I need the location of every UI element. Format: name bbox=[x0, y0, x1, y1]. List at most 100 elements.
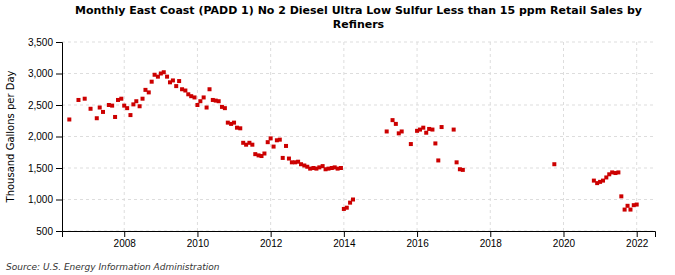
grid-line bbox=[62, 168, 655, 169]
tick: 500 bbox=[36, 226, 62, 237]
tick-mark bbox=[56, 105, 62, 106]
point bbox=[440, 125, 444, 129]
point bbox=[138, 104, 142, 108]
tick: 1,500 bbox=[28, 163, 62, 174]
point bbox=[238, 126, 242, 130]
axis-line bbox=[63, 232, 656, 238]
point bbox=[162, 70, 166, 74]
point bbox=[141, 97, 145, 101]
point bbox=[430, 128, 434, 132]
tick-label: 2012 bbox=[260, 238, 283, 249]
point bbox=[455, 160, 459, 164]
tick-mark bbox=[124, 231, 125, 237]
tick-label: 2008 bbox=[114, 238, 137, 249]
points bbox=[67, 70, 638, 211]
chart: 200820102012201420162018202020225001,000… bbox=[0, 0, 675, 275]
point bbox=[76, 98, 80, 102]
y-axis: 500 1,000 1,500 2,000 2,500 3,000 3,500 bbox=[28, 37, 63, 237]
tick-label: 2,500 bbox=[28, 100, 53, 111]
point bbox=[250, 143, 254, 147]
tick-label: 3,000 bbox=[28, 68, 53, 79]
point bbox=[461, 168, 465, 172]
point bbox=[217, 99, 221, 103]
point bbox=[623, 208, 627, 212]
point bbox=[452, 128, 456, 132]
point bbox=[269, 136, 273, 140]
tick: 2014 bbox=[333, 231, 356, 249]
point bbox=[202, 95, 206, 99]
point bbox=[205, 106, 209, 110]
point bbox=[174, 84, 178, 88]
tick-mark bbox=[417, 231, 418, 237]
y-axis-title: Thousand Gallons per Day bbox=[5, 70, 16, 203]
point bbox=[400, 129, 404, 133]
tick-label: 2014 bbox=[333, 238, 356, 249]
point bbox=[421, 126, 425, 130]
tick: 3,000 bbox=[28, 68, 62, 79]
source-annotation: Source: U.S. Energy Information Administ… bbox=[6, 262, 220, 272]
point bbox=[128, 113, 132, 117]
point bbox=[193, 95, 197, 99]
tick: 2,500 bbox=[28, 100, 62, 111]
axis-line bbox=[56, 43, 63, 232]
tick-label: 1,000 bbox=[28, 194, 53, 205]
grid-line bbox=[62, 105, 655, 106]
point bbox=[345, 206, 349, 210]
grid-line bbox=[62, 199, 655, 200]
point bbox=[195, 103, 199, 107]
point bbox=[147, 90, 151, 94]
point bbox=[628, 208, 632, 212]
x-axis: 20082010201220142016201820202022 bbox=[63, 231, 656, 249]
point bbox=[95, 116, 99, 120]
grid-line bbox=[62, 73, 655, 74]
point bbox=[266, 140, 270, 144]
tick-mark bbox=[197, 231, 198, 237]
tick-mark bbox=[344, 231, 345, 237]
point bbox=[119, 97, 123, 101]
point bbox=[98, 106, 102, 110]
title-line: Monthly East Coast (PADD 1) No 2 Diesel … bbox=[75, 4, 642, 17]
point bbox=[616, 170, 620, 174]
plot: 200820102012201420162018202020225001,000… bbox=[28, 37, 656, 249]
grid-line bbox=[197, 42, 198, 231]
tick-label: 500 bbox=[36, 226, 53, 237]
point bbox=[424, 131, 428, 135]
tick-mark bbox=[56, 74, 62, 75]
point bbox=[339, 166, 343, 170]
point bbox=[101, 110, 105, 114]
title: Monthly East Coast (PADD 1) No 2 Diesel … bbox=[75, 4, 642, 31]
point bbox=[89, 107, 93, 111]
tick-label: 2,000 bbox=[28, 131, 53, 142]
point bbox=[619, 194, 623, 198]
point bbox=[150, 80, 154, 84]
point bbox=[278, 138, 282, 142]
point bbox=[113, 115, 117, 119]
tick: 2010 bbox=[187, 231, 210, 249]
tick-mark bbox=[56, 42, 62, 43]
tick: 2012 bbox=[260, 231, 283, 249]
point bbox=[552, 162, 556, 166]
title-line: Refiners bbox=[333, 18, 385, 31]
point bbox=[385, 129, 389, 133]
tick: 2016 bbox=[406, 231, 429, 249]
tick-label: 2018 bbox=[480, 238, 503, 249]
point bbox=[284, 144, 288, 148]
point bbox=[394, 122, 398, 126]
tick: 2,000 bbox=[28, 131, 62, 142]
tick-label: 2010 bbox=[187, 238, 210, 249]
tick-mark bbox=[56, 137, 62, 138]
tick: 2020 bbox=[553, 231, 576, 249]
grid-line bbox=[563, 42, 564, 231]
tick: 3,500 bbox=[28, 37, 62, 48]
point bbox=[436, 158, 440, 162]
tick-mark bbox=[56, 200, 62, 201]
tick-mark bbox=[56, 168, 62, 169]
point bbox=[433, 141, 437, 145]
point bbox=[67, 117, 71, 121]
point bbox=[351, 198, 355, 202]
tick-label: 1,500 bbox=[28, 163, 53, 174]
tick-mark bbox=[490, 231, 491, 237]
tick-label: 2020 bbox=[553, 238, 576, 249]
tick-mark bbox=[563, 231, 564, 237]
grid-line bbox=[62, 42, 655, 43]
